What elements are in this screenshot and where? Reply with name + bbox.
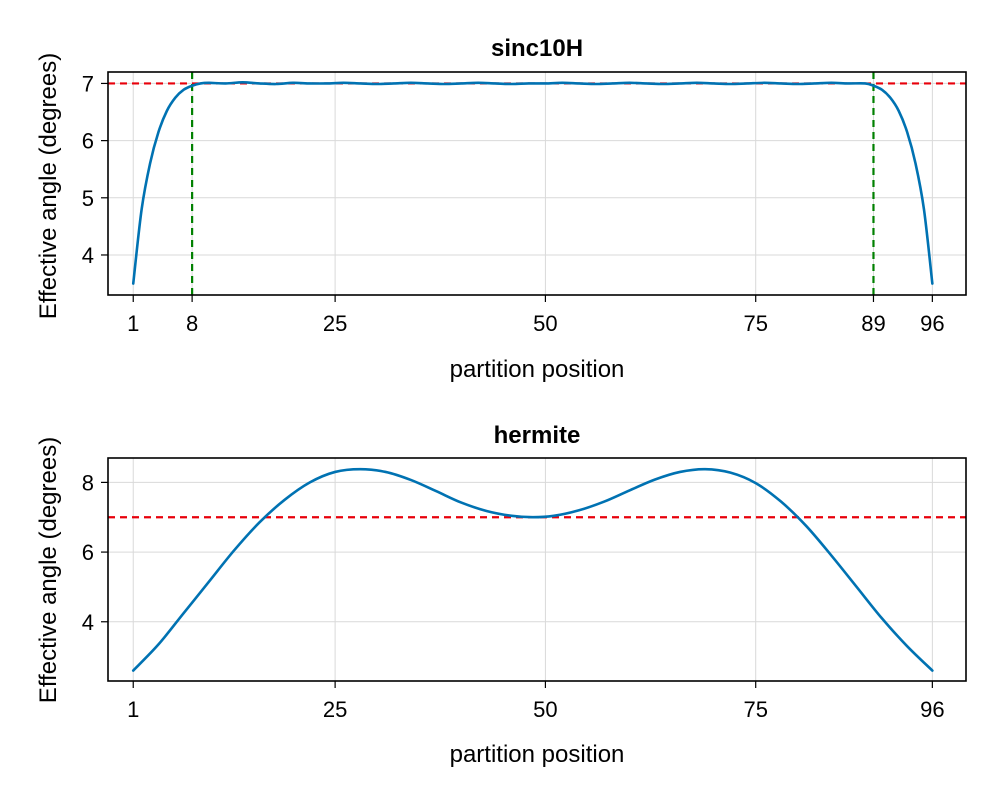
panel-hermite: hermite Effective angle (degrees) partit… <box>35 422 967 768</box>
x-tick-label: 89 <box>861 311 885 336</box>
x-tick-label: 1 <box>127 311 139 336</box>
plot-frame <box>107 457 967 682</box>
y-tick-label: 7 <box>82 71 94 96</box>
ticks: 1 8 25 50 75 89 96 4 5 6 7 <box>82 71 945 336</box>
ticks: 1 25 50 75 96 4 6 8 <box>82 470 945 722</box>
plot-frame <box>107 71 967 296</box>
x-tick-label: 25 <box>323 311 347 336</box>
x-tick-label: 75 <box>743 311 767 336</box>
x-tick-label: 96 <box>920 311 944 336</box>
series-layer <box>131 80 934 285</box>
y-tick-label: 6 <box>82 540 94 565</box>
x-tick-label: 50 <box>533 311 557 336</box>
x-tick-label: 96 <box>920 697 944 722</box>
y-tick-label: 4 <box>82 610 94 635</box>
chart-title: hermite <box>494 422 581 449</box>
series-line <box>131 467 934 672</box>
y-tick-label: 8 <box>82 470 94 495</box>
series-line <box>131 80 934 285</box>
x-tick-label: 1 <box>127 697 139 722</box>
series-layer <box>131 467 934 672</box>
reference-lines <box>108 72 966 295</box>
y-tick-label: 5 <box>82 186 94 211</box>
y-axis-label: Effective angle (degrees) <box>35 53 62 319</box>
x-tick-label: 50 <box>533 697 557 722</box>
y-tick-label: 6 <box>82 129 94 154</box>
grid <box>108 458 966 681</box>
grid <box>108 72 966 295</box>
x-tick-label: 25 <box>323 697 347 722</box>
x-tick-label: 75 <box>743 697 767 722</box>
x-axis-label: partition position <box>450 356 625 383</box>
y-axis-label: Effective angle (degrees) <box>35 437 62 703</box>
x-axis-label: partition position <box>450 741 625 768</box>
y-tick-label: 4 <box>82 243 94 268</box>
x-tick-label: 8 <box>186 311 198 336</box>
panel-sinc10H: sinc10H Effective angle (degrees) partit… <box>35 35 967 383</box>
chart-title: sinc10H <box>491 35 583 62</box>
